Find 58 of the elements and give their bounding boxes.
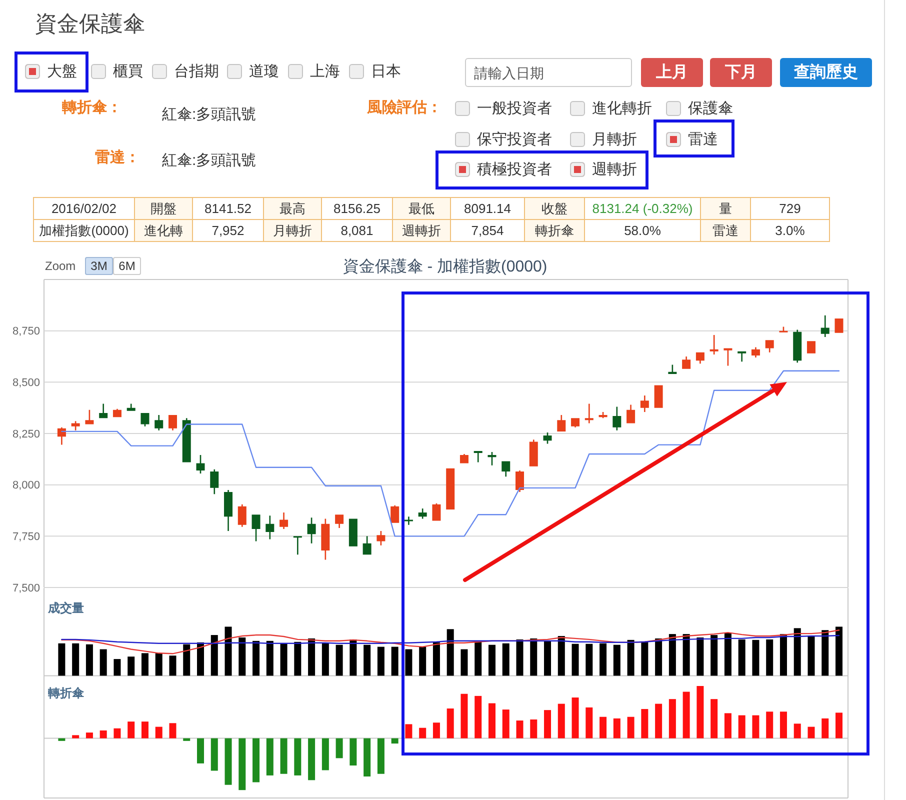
text: 收盤	[524, 198, 584, 220]
text: 8091.14	[450, 198, 524, 220]
text: 一般投資者	[477, 98, 552, 118]
text: 雷達	[688, 130, 718, 148]
y-tick-label: 8,500	[12, 377, 40, 390]
text: 月轉折	[592, 130, 637, 148]
text: 日本	[371, 62, 401, 80]
text: 3M	[85, 257, 113, 275]
text: 請輸入日期	[465, 58, 632, 87]
text: 下月	[710, 58, 772, 87]
chart-title: 成交量	[47, 601, 84, 616]
y-tick-label: 8,250	[12, 428, 40, 440]
text: 紅傘:多頭訊號	[162, 105, 256, 125]
text: 雷達	[700, 220, 750, 242]
text: 保守投資者	[477, 130, 552, 148]
text: 轉折傘：	[62, 98, 122, 118]
chart-title: 轉折傘	[47, 686, 85, 700]
y-tick-label: 7,500	[12, 582, 40, 594]
text: 雷達：	[95, 148, 140, 168]
text: 8,081	[322, 220, 392, 242]
text: 開盤	[134, 198, 192, 220]
text: 6M	[113, 257, 141, 275]
text: 保護傘	[688, 98, 733, 118]
text: 道瓊	[249, 62, 279, 80]
text: 最低	[392, 198, 450, 220]
text: 58.0%	[584, 220, 700, 242]
text: 上海	[310, 62, 340, 80]
text: 7,952	[192, 220, 264, 242]
text: 台指期	[174, 62, 219, 80]
text: 紅傘:多頭訊號	[162, 151, 256, 171]
text: 加權指數(0000)	[34, 220, 134, 242]
text: 櫃買	[113, 62, 143, 80]
text: 轉折傘	[524, 220, 584, 242]
y-tick-label: 8,750	[12, 326, 40, 338]
y-tick-label: 8,000	[12, 480, 40, 492]
text: 週轉折	[592, 160, 637, 178]
text: Zoom	[45, 258, 76, 275]
text: 資金保護傘	[35, 10, 145, 38]
text: 查詢歷史	[780, 58, 872, 87]
text: 風險評估：	[367, 98, 442, 118]
text: 2016/02/02	[34, 198, 134, 220]
text: 週轉折	[392, 220, 450, 242]
text: 進化轉	[134, 220, 192, 242]
text: 729	[750, 198, 830, 220]
text: 最高	[264, 198, 322, 220]
text: 8156.25	[322, 198, 392, 220]
text: 積極投資者	[477, 160, 552, 178]
text: 7,854	[450, 220, 524, 242]
text: 8141.52	[192, 198, 264, 220]
text: 上月	[641, 58, 703, 87]
text: 3.0%	[750, 220, 830, 242]
text: 進化轉折	[592, 98, 652, 118]
text: 8131.24 (-0.32%)	[584, 198, 700, 220]
text: 月轉折	[264, 220, 322, 242]
text: 大盤	[47, 62, 77, 80]
text: 量	[700, 198, 750, 220]
y-tick-label: 7,750	[12, 531, 40, 544]
chart-title: 資金保護傘 - 加權指數(0000)	[342, 258, 548, 276]
